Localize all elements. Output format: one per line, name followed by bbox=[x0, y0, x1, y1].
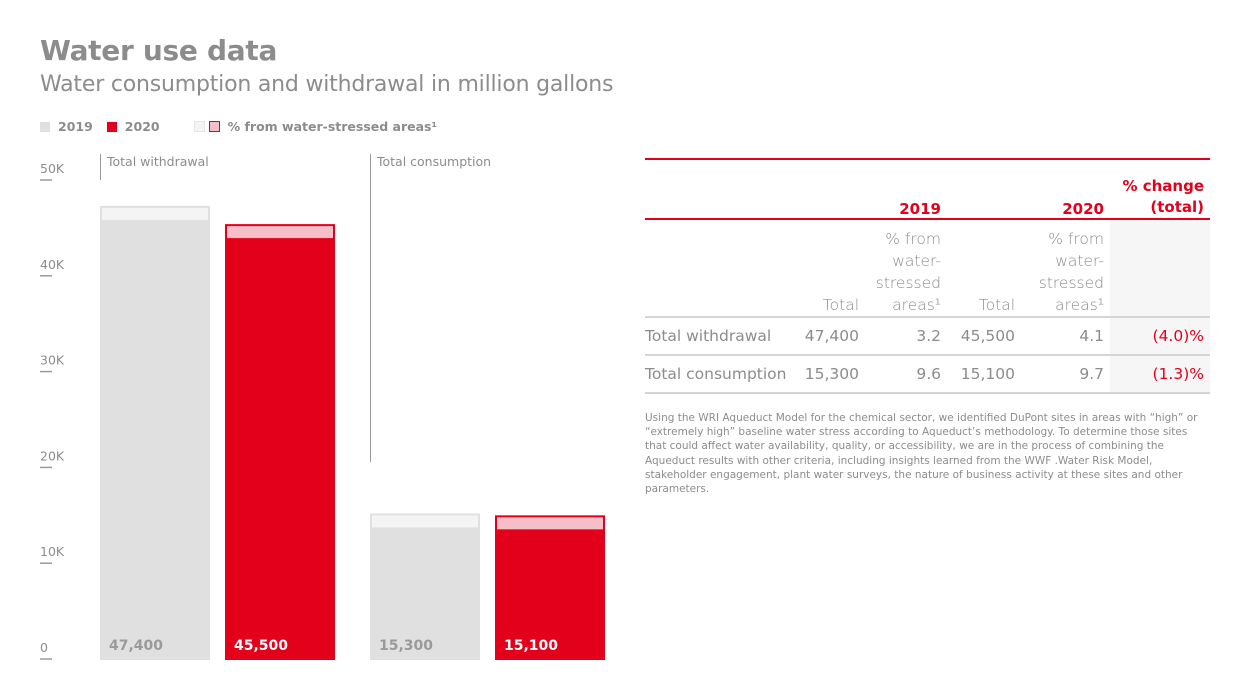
bar-2020-total-withdrawal: 45,500 bbox=[225, 224, 335, 661]
bar-value-label: 45,500 bbox=[234, 638, 288, 654]
subheader-pct-2020: % from water- stressed areas¹ bbox=[1015, 219, 1110, 318]
subheader-pct-2019-l3: stressed bbox=[875, 274, 941, 292]
cell-total-2020: 45,500 bbox=[947, 317, 1015, 356]
header-empty bbox=[645, 158, 795, 220]
page-title: Water use data bbox=[40, 34, 278, 67]
table-subheader-row: Total % from water- stressed areas¹ Tota… bbox=[645, 219, 1210, 318]
header-2020: 2020 bbox=[947, 158, 1110, 220]
cell-pct-change: (1.3)% bbox=[1110, 355, 1210, 394]
legend-swatch-stressed-2020 bbox=[208, 121, 220, 132]
header-pct-change: % change (total) bbox=[1110, 158, 1210, 220]
bar-2019-total-consumption: 15,300 bbox=[370, 513, 480, 660]
subheader-pct-2020-l2: water- bbox=[1055, 252, 1104, 270]
y-tick-label: 40K bbox=[40, 257, 65, 272]
legend-swatch-2019 bbox=[40, 121, 50, 132]
table-row: Total withdrawal 47,400 3.2 45,500 4.1 (… bbox=[645, 317, 1210, 356]
bar-2020-total-consumption: 15,100 bbox=[495, 515, 605, 660]
subheader-pct-2020-l3: stressed bbox=[1038, 274, 1104, 292]
subheader-pct-2019-l1: % from bbox=[885, 230, 941, 248]
category-groups: Total withdrawal Total consumption bbox=[100, 154, 491, 462]
subheader-pct-2020-l4: areas¹ bbox=[1055, 296, 1104, 314]
subheader-pct-2019: % from water- stressed areas¹ bbox=[859, 219, 947, 318]
page-subtitle: Water consumption and withdrawal in mill… bbox=[40, 72, 614, 97]
y-axis: 0 10K 20K 30K 40K 50K bbox=[40, 161, 65, 660]
bar bbox=[370, 513, 480, 660]
bar-chart: 0 10K 20K 30K 40K 50K Total withdrawal Total c… bbox=[40, 154, 605, 661]
cell-pct-2020: 9.7 bbox=[1015, 355, 1110, 394]
table-row: Total consumption 15,300 9.6 15,100 9.7 … bbox=[645, 355, 1210, 394]
header-pct-change-line2: (total) bbox=[1150, 198, 1204, 216]
bar-value-label: 47,400 bbox=[109, 638, 163, 654]
legend-item-2019: 2019 bbox=[40, 119, 93, 134]
subheader-pct-2019-l2: water- bbox=[892, 252, 941, 270]
group-label: Total consumption bbox=[376, 154, 491, 169]
bar-water-stressed-segment bbox=[372, 515, 478, 528]
y-tick-label: 10K bbox=[40, 544, 65, 559]
cell-pct-change: (4.0)% bbox=[1110, 317, 1210, 356]
bar-water-stressed-segment bbox=[227, 226, 333, 239]
bar-value-label: 15,300 bbox=[379, 638, 433, 654]
subheader-total-2020: Total bbox=[947, 219, 1015, 318]
bar bbox=[100, 205, 210, 660]
cell-total-2019: 15,300 bbox=[795, 355, 859, 394]
bar-2019-total-withdrawal: 47,400 bbox=[100, 205, 210, 660]
cell-total-2020: 15,100 bbox=[947, 355, 1015, 394]
chart-legend: 2019 2020 % from water-stressed areas¹ bbox=[40, 119, 451, 134]
group-label: Total withdrawal bbox=[106, 154, 209, 169]
y-tick-label: 30K bbox=[40, 353, 65, 368]
bar-value-label: 15,100 bbox=[504, 638, 558, 654]
legend-swatch-stressed-2019 bbox=[193, 121, 205, 132]
cell-pct-2019: 3.2 bbox=[859, 317, 947, 356]
bar bbox=[495, 515, 605, 660]
legend-label-2020: 2020 bbox=[124, 119, 160, 134]
cell-total-2019: 47,400 bbox=[795, 317, 859, 356]
legend-item-2020: 2020 bbox=[106, 119, 160, 134]
legend-label-water-stressed: % from water-stressed areas¹ bbox=[227, 119, 437, 134]
y-tick-label: 50K bbox=[40, 161, 65, 176]
bar-water-stressed-segment bbox=[497, 517, 603, 530]
subheader-pct-change bbox=[1110, 219, 1210, 318]
header-2019: 2019 bbox=[795, 158, 947, 220]
subheader-total-2019: Total bbox=[795, 219, 859, 318]
row-label: Total withdrawal bbox=[645, 317, 795, 356]
legend-label-2019: 2019 bbox=[58, 119, 93, 134]
y-tick-label: 0 bbox=[40, 640, 48, 655]
footnote: Using the WRI Aqueduct Model for the che… bbox=[645, 412, 1198, 496]
legend-swatch-2020 bbox=[106, 121, 117, 132]
row-label: Total consumption bbox=[645, 355, 795, 394]
y-tick-label: 20K bbox=[40, 448, 65, 463]
cell-pct-2020: 4.1 bbox=[1015, 317, 1110, 356]
subheader-pct-2020-l1: % from bbox=[1048, 230, 1104, 248]
legend-item-water-stressed: % from water-stressed areas¹ bbox=[193, 119, 437, 134]
bar bbox=[225, 224, 335, 661]
header-pct-change-line1: % change bbox=[1122, 177, 1204, 195]
bars: 47,400 15,300 45,500 15,100 bbox=[100, 205, 605, 661]
bar-water-stressed-segment bbox=[102, 207, 208, 220]
subheader-pct-2019-l4: areas¹ bbox=[892, 296, 941, 314]
cell-pct-2019: 9.6 bbox=[859, 355, 947, 394]
table-header-row: 2019 2020 % change (total) bbox=[645, 158, 1210, 220]
water-data-table: 2019 2020 % change (total) Total % from … bbox=[645, 158, 1210, 394]
